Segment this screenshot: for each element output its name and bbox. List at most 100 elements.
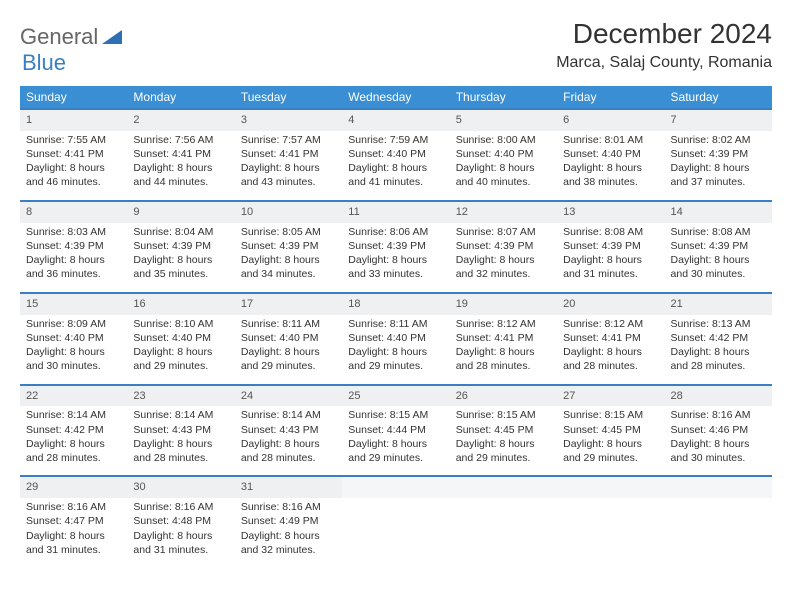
day-number-cell <box>450 476 557 498</box>
daylight-text: Daylight: 8 hours and 36 minutes. <box>26 253 121 281</box>
sunset-text: Sunset: 4:43 PM <box>133 423 228 437</box>
day-number-cell: 24 <box>235 385 342 407</box>
day-content-cell: Sunrise: 8:06 AMSunset: 4:39 PMDaylight:… <box>342 223 449 293</box>
day-content-cell <box>665 498 772 568</box>
sunset-text: Sunset: 4:44 PM <box>348 423 443 437</box>
sunset-text: Sunset: 4:41 PM <box>133 147 228 161</box>
week-content-row: Sunrise: 8:16 AMSunset: 4:47 PMDaylight:… <box>20 498 772 568</box>
sunset-text: Sunset: 4:42 PM <box>26 423 121 437</box>
sunset-text: Sunset: 4:47 PM <box>26 514 121 528</box>
weekday-header: Tuesday <box>235 86 342 109</box>
daylight-text: Daylight: 8 hours and 29 minutes. <box>456 437 551 465</box>
sunrise-text: Sunrise: 8:13 AM <box>671 317 766 331</box>
day-content-cell <box>557 498 664 568</box>
day-number-cell <box>342 476 449 498</box>
day-content-cell: Sunrise: 8:16 AMSunset: 4:49 PMDaylight:… <box>235 498 342 568</box>
daylight-text: Daylight: 8 hours and 28 minutes. <box>241 437 336 465</box>
week-daynum-row: 1234567 <box>20 109 772 131</box>
weekday-header-row: Sunday Monday Tuesday Wednesday Thursday… <box>20 86 772 109</box>
day-content-cell: Sunrise: 8:14 AMSunset: 4:43 PMDaylight:… <box>127 406 234 476</box>
sunset-text: Sunset: 4:39 PM <box>348 239 443 253</box>
location: Marca, Salaj County, Romania <box>556 54 772 72</box>
sunset-text: Sunset: 4:39 PM <box>456 239 551 253</box>
weekday-header: Sunday <box>20 86 127 109</box>
sunset-text: Sunset: 4:45 PM <box>563 423 658 437</box>
day-content-cell: Sunrise: 8:09 AMSunset: 4:40 PMDaylight:… <box>20 315 127 385</box>
week-content-row: Sunrise: 8:09 AMSunset: 4:40 PMDaylight:… <box>20 315 772 385</box>
sunset-text: Sunset: 4:41 PM <box>563 331 658 345</box>
sunrise-text: Sunrise: 8:16 AM <box>26 500 121 514</box>
daylight-text: Daylight: 8 hours and 41 minutes. <box>348 161 443 189</box>
day-number-cell: 8 <box>20 201 127 223</box>
day-number-cell: 9 <box>127 201 234 223</box>
sunset-text: Sunset: 4:41 PM <box>456 331 551 345</box>
sunset-text: Sunset: 4:45 PM <box>456 423 551 437</box>
day-number-cell: 4 <box>342 109 449 131</box>
week-daynum-row: 15161718192021 <box>20 293 772 315</box>
day-content-cell: Sunrise: 8:16 AMSunset: 4:47 PMDaylight:… <box>20 498 127 568</box>
weekday-header: Saturday <box>665 86 772 109</box>
logo-triangle-icon <box>102 24 122 50</box>
day-number-cell: 21 <box>665 293 772 315</box>
day-content-cell: Sunrise: 8:12 AMSunset: 4:41 PMDaylight:… <box>450 315 557 385</box>
sunset-text: Sunset: 4:46 PM <box>671 423 766 437</box>
day-number-cell: 6 <box>557 109 664 131</box>
sunset-text: Sunset: 4:39 PM <box>241 239 336 253</box>
sunset-text: Sunset: 4:40 PM <box>563 147 658 161</box>
daylight-text: Daylight: 8 hours and 43 minutes. <box>241 161 336 189</box>
daylight-text: Daylight: 8 hours and 30 minutes. <box>671 437 766 465</box>
day-number-cell: 25 <box>342 385 449 407</box>
sunrise-text: Sunrise: 8:06 AM <box>348 225 443 239</box>
sunset-text: Sunset: 4:40 PM <box>348 331 443 345</box>
sunrise-text: Sunrise: 8:07 AM <box>456 225 551 239</box>
day-content-cell: Sunrise: 8:15 AMSunset: 4:44 PMDaylight:… <box>342 406 449 476</box>
day-content-cell <box>450 498 557 568</box>
daylight-text: Daylight: 8 hours and 29 minutes. <box>563 437 658 465</box>
week-daynum-row: 293031 <box>20 476 772 498</box>
sunrise-text: Sunrise: 8:05 AM <box>241 225 336 239</box>
daylight-text: Daylight: 8 hours and 33 minutes. <box>348 253 443 281</box>
sunrise-text: Sunrise: 8:16 AM <box>241 500 336 514</box>
day-number-cell: 31 <box>235 476 342 498</box>
sunrise-text: Sunrise: 8:03 AM <box>26 225 121 239</box>
day-number-cell: 14 <box>665 201 772 223</box>
sunrise-text: Sunrise: 8:10 AM <box>133 317 228 331</box>
daylight-text: Daylight: 8 hours and 30 minutes. <box>671 253 766 281</box>
day-content-cell: Sunrise: 8:02 AMSunset: 4:39 PMDaylight:… <box>665 131 772 201</box>
day-number-cell: 19 <box>450 293 557 315</box>
day-content-cell: Sunrise: 7:59 AMSunset: 4:40 PMDaylight:… <box>342 131 449 201</box>
week-content-row: Sunrise: 8:03 AMSunset: 4:39 PMDaylight:… <box>20 223 772 293</box>
day-content-cell: Sunrise: 8:13 AMSunset: 4:42 PMDaylight:… <box>665 315 772 385</box>
day-number-cell: 5 <box>450 109 557 131</box>
day-number-cell: 29 <box>20 476 127 498</box>
day-number-cell: 16 <box>127 293 234 315</box>
daylight-text: Daylight: 8 hours and 28 minutes. <box>133 437 228 465</box>
sunrise-text: Sunrise: 7:55 AM <box>26 133 121 147</box>
sunset-text: Sunset: 4:48 PM <box>133 514 228 528</box>
sunset-text: Sunset: 4:42 PM <box>671 331 766 345</box>
day-number-cell: 10 <box>235 201 342 223</box>
sunset-text: Sunset: 4:41 PM <box>241 147 336 161</box>
day-number-cell: 1 <box>20 109 127 131</box>
day-number-cell: 27 <box>557 385 664 407</box>
sunrise-text: Sunrise: 8:16 AM <box>671 408 766 422</box>
daylight-text: Daylight: 8 hours and 31 minutes. <box>133 529 228 557</box>
day-number-cell: 13 <box>557 201 664 223</box>
week-content-row: Sunrise: 7:55 AMSunset: 4:41 PMDaylight:… <box>20 131 772 201</box>
day-number-cell: 3 <box>235 109 342 131</box>
day-content-cell: Sunrise: 8:04 AMSunset: 4:39 PMDaylight:… <box>127 223 234 293</box>
day-content-cell: Sunrise: 8:08 AMSunset: 4:39 PMDaylight:… <box>665 223 772 293</box>
daylight-text: Daylight: 8 hours and 28 minutes. <box>563 345 658 373</box>
sunrise-text: Sunrise: 8:02 AM <box>671 133 766 147</box>
sunset-text: Sunset: 4:39 PM <box>671 239 766 253</box>
sunrise-text: Sunrise: 8:04 AM <box>133 225 228 239</box>
day-content-cell: Sunrise: 8:11 AMSunset: 4:40 PMDaylight:… <box>342 315 449 385</box>
daylight-text: Daylight: 8 hours and 28 minutes. <box>26 437 121 465</box>
day-number-cell: 2 <box>127 109 234 131</box>
daylight-text: Daylight: 8 hours and 29 minutes. <box>133 345 228 373</box>
daylight-text: Daylight: 8 hours and 35 minutes. <box>133 253 228 281</box>
daylight-text: Daylight: 8 hours and 32 minutes. <box>456 253 551 281</box>
day-content-cell: Sunrise: 8:01 AMSunset: 4:40 PMDaylight:… <box>557 131 664 201</box>
day-number-cell: 18 <box>342 293 449 315</box>
logo-word1: General <box>20 24 98 50</box>
